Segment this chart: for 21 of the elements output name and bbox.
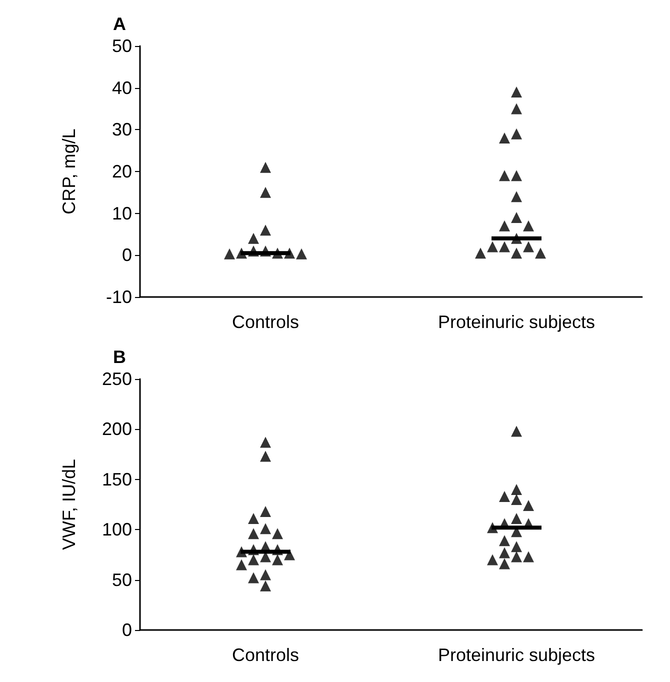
y-axis-title: CRP, mg/L — [59, 128, 79, 214]
x-tick-label: Controls — [232, 645, 300, 665]
x-tick-label: Controls — [232, 312, 300, 332]
y-tick-label: 10 — [112, 203, 132, 224]
y-tick-label: 20 — [112, 162, 132, 182]
chart-title: A — [113, 14, 126, 34]
y-axis-title: VWF, IU/dL — [59, 458, 79, 550]
y-tick-label: 150 — [102, 469, 132, 490]
y-tick-label: 40 — [112, 78, 132, 98]
x-tick-label: Proteinuric subjects — [438, 312, 596, 332]
y-tick-label: 100 — [102, 520, 132, 540]
y-tick-label: 0 — [122, 620, 132, 640]
y-tick-label: 50 — [112, 570, 132, 590]
y-tick-label: 0 — [122, 245, 132, 266]
y-tick-label: 200 — [102, 419, 132, 440]
x-tick-label: Proteinuric subjects — [438, 645, 596, 665]
y-tick-label: 250 — [102, 369, 132, 389]
y-tick-label: 30 — [112, 120, 132, 140]
y-tick-label: 50 — [112, 36, 132, 56]
y-tick-label: -10 — [106, 287, 132, 307]
chart-title: B — [113, 347, 126, 367]
